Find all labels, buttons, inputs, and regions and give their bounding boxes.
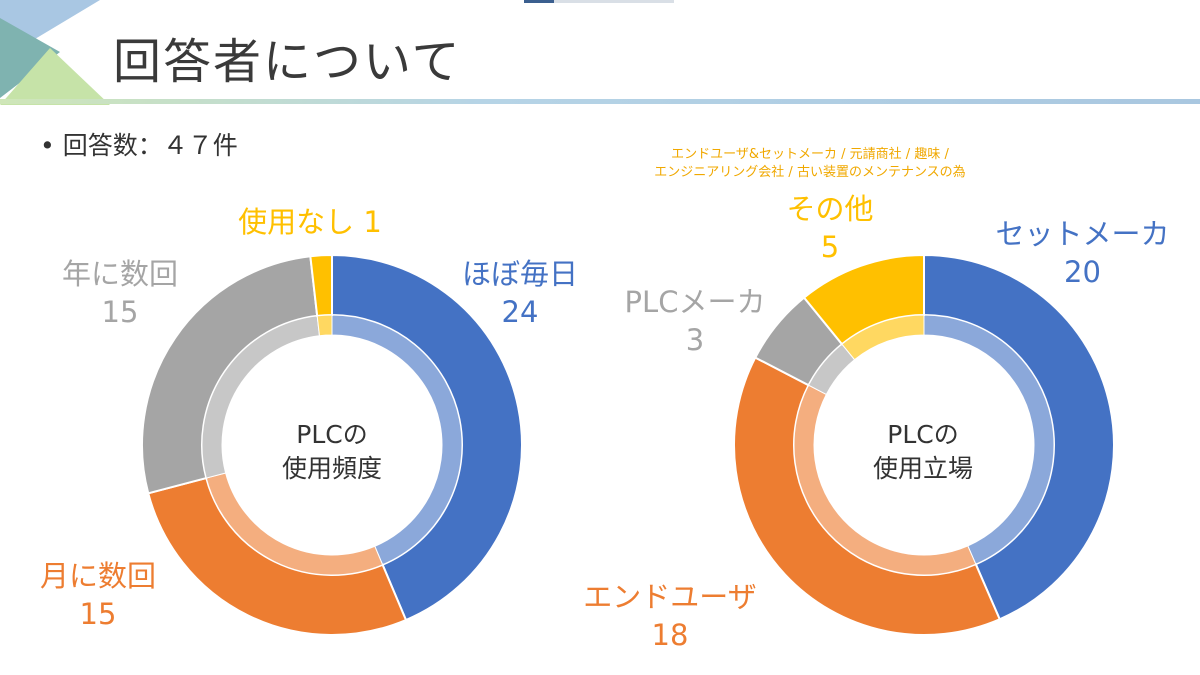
- bullet-icon: •: [40, 131, 55, 160]
- other-note-line2: エンジニアリング会社 / 古い装置のメンテナンスの為: [654, 165, 966, 180]
- label-unused: 使用なし 1: [238, 205, 382, 239]
- response-count-text: 回答数：４７件: [62, 131, 238, 160]
- corner-decoration: [0, 0, 110, 105]
- label-plc-maker: PLCメーカ 3: [624, 285, 766, 357]
- donut-usage-position: [733, 253, 1115, 636]
- other-note-line1: エンドユーザ&セットメーカ / 元請商社 / 趣味 /: [671, 147, 949, 162]
- top-tab: [524, 0, 674, 3]
- slice-inner-1-3: [841, 314, 925, 361]
- label-daily: ほぼ毎日 24: [461, 257, 578, 329]
- label-other: その他 5: [786, 192, 874, 264]
- label-end-user: エンドユーザ 18: [583, 580, 757, 652]
- label-yearly: 年に数回 15: [61, 257, 178, 329]
- slice-inner-0-3: [316, 314, 333, 337]
- title-divider: [0, 99, 1200, 104]
- label-monthly: 月に数回 15: [39, 559, 156, 631]
- center-label-frequency: PLCの 使用頻度: [281, 420, 382, 483]
- label-set-maker: セットメーカ 20: [995, 217, 1170, 289]
- page-title: 回答者について: [113, 34, 462, 90]
- center-label-position: PLCの 使用立場: [872, 420, 973, 483]
- response-count: • 回答数：４７件: [40, 126, 238, 162]
- donut-usage-frequency: [141, 253, 523, 636]
